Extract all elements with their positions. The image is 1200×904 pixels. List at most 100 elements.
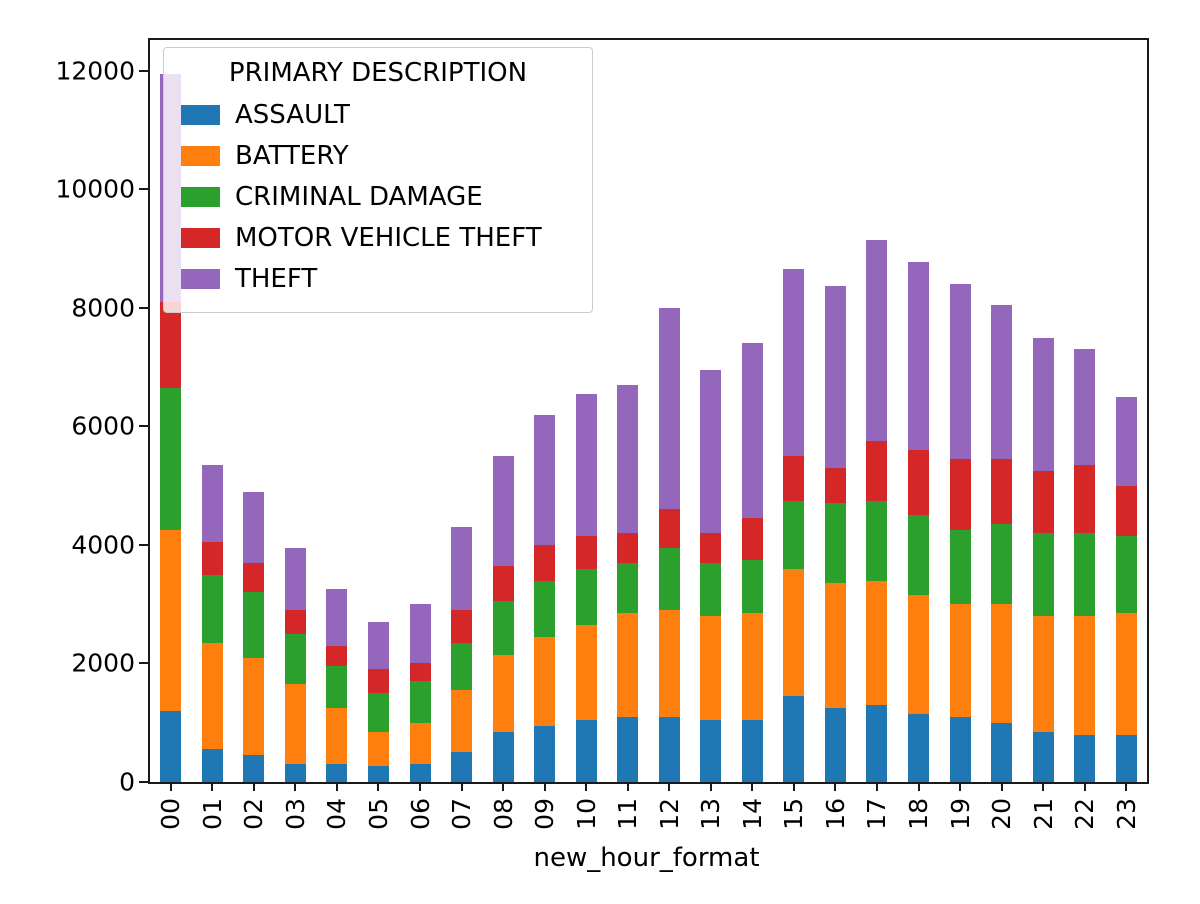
- legend-item-assault: ASSAULT: [164, 94, 592, 135]
- bar-segment-15-motor-vehicle-theft: [783, 456, 805, 501]
- bar-segment-07-assault: [451, 752, 473, 782]
- bar-segment-08-theft: [492, 456, 514, 566]
- bar-segment-09-assault: [534, 725, 556, 782]
- y-tick-mark: [139, 781, 148, 783]
- y-tick-mark: [139, 188, 148, 191]
- battery-color-swatch-icon: [181, 145, 220, 166]
- bar-segment-01-assault: [201, 749, 223, 782]
- bar-segment-14-criminal-damage: [741, 559, 763, 614]
- x-tick-mark: [294, 782, 297, 791]
- bar-segment-11-theft: [617, 384, 639, 534]
- bar-segment-10-battery: [575, 624, 597, 720]
- bar-segment-03-assault: [284, 764, 306, 782]
- bar-segment-04-criminal-damage: [326, 666, 348, 708]
- bar-segment-19-criminal-damage: [949, 530, 971, 605]
- bar-segment-19-assault: [949, 716, 971, 782]
- bar-segment-04-assault: [326, 764, 348, 782]
- bar-segment-06-motor-vehicle-theft: [409, 663, 431, 682]
- bar-segment-02-assault: [243, 755, 265, 782]
- bar-segment-03-motor-vehicle-theft: [284, 610, 306, 634]
- bar-segment-18-motor-vehicle-theft: [908, 450, 930, 516]
- bar-segment-12-battery: [658, 610, 680, 717]
- bar-segment-23-theft: [1115, 396, 1137, 486]
- bar-segment-15-theft: [783, 269, 805, 457]
- y-tick-mark: [139, 69, 148, 72]
- bar-segment-08-assault: [492, 731, 514, 782]
- bar-segment-06-battery: [409, 722, 431, 765]
- bar-segment-21-criminal-damage: [1032, 533, 1054, 617]
- y-tick-label: 4000: [71, 530, 135, 560]
- x-tick-mark: [959, 782, 962, 791]
- bar-segment-06-theft: [409, 604, 431, 664]
- bar-segment-22-motor-vehicle-theft: [1074, 464, 1096, 534]
- y-tick-mark: [139, 425, 148, 428]
- bar-segment-22-theft: [1074, 349, 1096, 465]
- x-tick-mark: [460, 782, 463, 791]
- x-tick-mark: [169, 782, 172, 791]
- x-tick-mark: [1042, 782, 1045, 791]
- motor-vehicle-theft-color-swatch-icon: [181, 227, 220, 248]
- bar-segment-01-theft: [201, 464, 223, 542]
- bar-segment-05-theft: [367, 622, 389, 670]
- bar-segment-09-criminal-damage: [534, 580, 556, 637]
- bar-segment-12-motor-vehicle-theft: [658, 509, 680, 548]
- bar-segment-12-criminal-damage: [658, 547, 680, 611]
- y-tick-label: 6000: [71, 411, 135, 441]
- bar-segment-19-theft: [949, 284, 971, 460]
- bar-segment-14-assault: [741, 719, 763, 782]
- x-tick-mark: [792, 782, 795, 791]
- plot-area: 0 2000 4000 6000 8000 10000 12000 00 01 02 03 04 05 0…: [55, 38, 1149, 830]
- bar-segment-11-assault: [617, 716, 639, 782]
- bar-segment-17-motor-vehicle-theft: [866, 441, 888, 501]
- bar-segment-17-theft: [866, 239, 888, 442]
- bar-segment-09-theft: [534, 414, 556, 545]
- bar-segment-08-motor-vehicle-theft: [492, 565, 514, 602]
- bar-segment-10-assault: [575, 719, 597, 782]
- bar-segment-08-criminal-damage: [492, 601, 514, 655]
- bar-segment-20-theft: [991, 304, 1013, 460]
- x-tick-mark: [419, 782, 422, 791]
- theft-color-swatch-icon: [181, 268, 220, 289]
- bar-segment-14-theft: [741, 343, 763, 519]
- x-tick-mark: [377, 782, 380, 791]
- y-tick-label: 2000: [71, 648, 135, 678]
- legend-item-battery: BATTERY: [164, 135, 592, 176]
- x-tick-mark: [626, 782, 629, 791]
- bar-segment-20-criminal-damage: [991, 524, 1013, 605]
- x-tick-mark: [751, 782, 754, 791]
- bar-segment-05-motor-vehicle-theft: [367, 669, 389, 694]
- bar-segment-19-motor-vehicle-theft: [949, 459, 971, 531]
- bar-segment-06-assault: [409, 764, 431, 782]
- bar-segment-21-motor-vehicle-theft: [1032, 470, 1054, 534]
- x-tick-mark: [1000, 782, 1003, 791]
- bar-segment-08-battery: [492, 654, 514, 732]
- legend-item-label: CRIMINAL DAMAGE: [235, 181, 483, 212]
- legend-item-criminal-damage: CRIMINAL DAMAGE: [164, 176, 592, 217]
- legend-item-motor-vehicle-theft: MOTOR VEHICLE THEFT: [164, 217, 592, 258]
- bar-segment-21-battery: [1032, 616, 1054, 732]
- y-tick-label: 8000: [71, 293, 135, 323]
- bar-segment-16-battery: [824, 583, 846, 708]
- bar-segment-16-motor-vehicle-theft: [824, 467, 846, 504]
- x-tick-mark: [211, 782, 214, 791]
- bar-segment-16-theft: [824, 285, 846, 468]
- bar-segment-05-battery: [367, 731, 389, 766]
- bar-segment-11-motor-vehicle-theft: [617, 533, 639, 563]
- bar-segment-14-battery: [741, 613, 763, 720]
- bar-segment-07-motor-vehicle-theft: [451, 610, 473, 643]
- bar-segment-16-criminal-damage: [824, 503, 846, 584]
- y-tick-mark: [139, 543, 148, 546]
- bar-segment-01-motor-vehicle-theft: [201, 541, 223, 575]
- bar-segment-15-assault: [783, 696, 805, 782]
- bar-segment-20-battery: [991, 604, 1013, 723]
- bar-segment-06-criminal-damage: [409, 681, 431, 723]
- bar-segment-23-motor-vehicle-theft: [1115, 485, 1137, 537]
- bar-segment-23-criminal-damage: [1115, 536, 1137, 614]
- y-tick-label: 10000: [55, 174, 135, 204]
- x-tick-mark: [335, 782, 338, 791]
- x-axis-label: new_hour_format: [533, 843, 760, 873]
- bar-segment-16-assault: [824, 707, 846, 782]
- bar-segment-21-assault: [1032, 731, 1054, 782]
- bar-segment-03-theft: [284, 547, 306, 611]
